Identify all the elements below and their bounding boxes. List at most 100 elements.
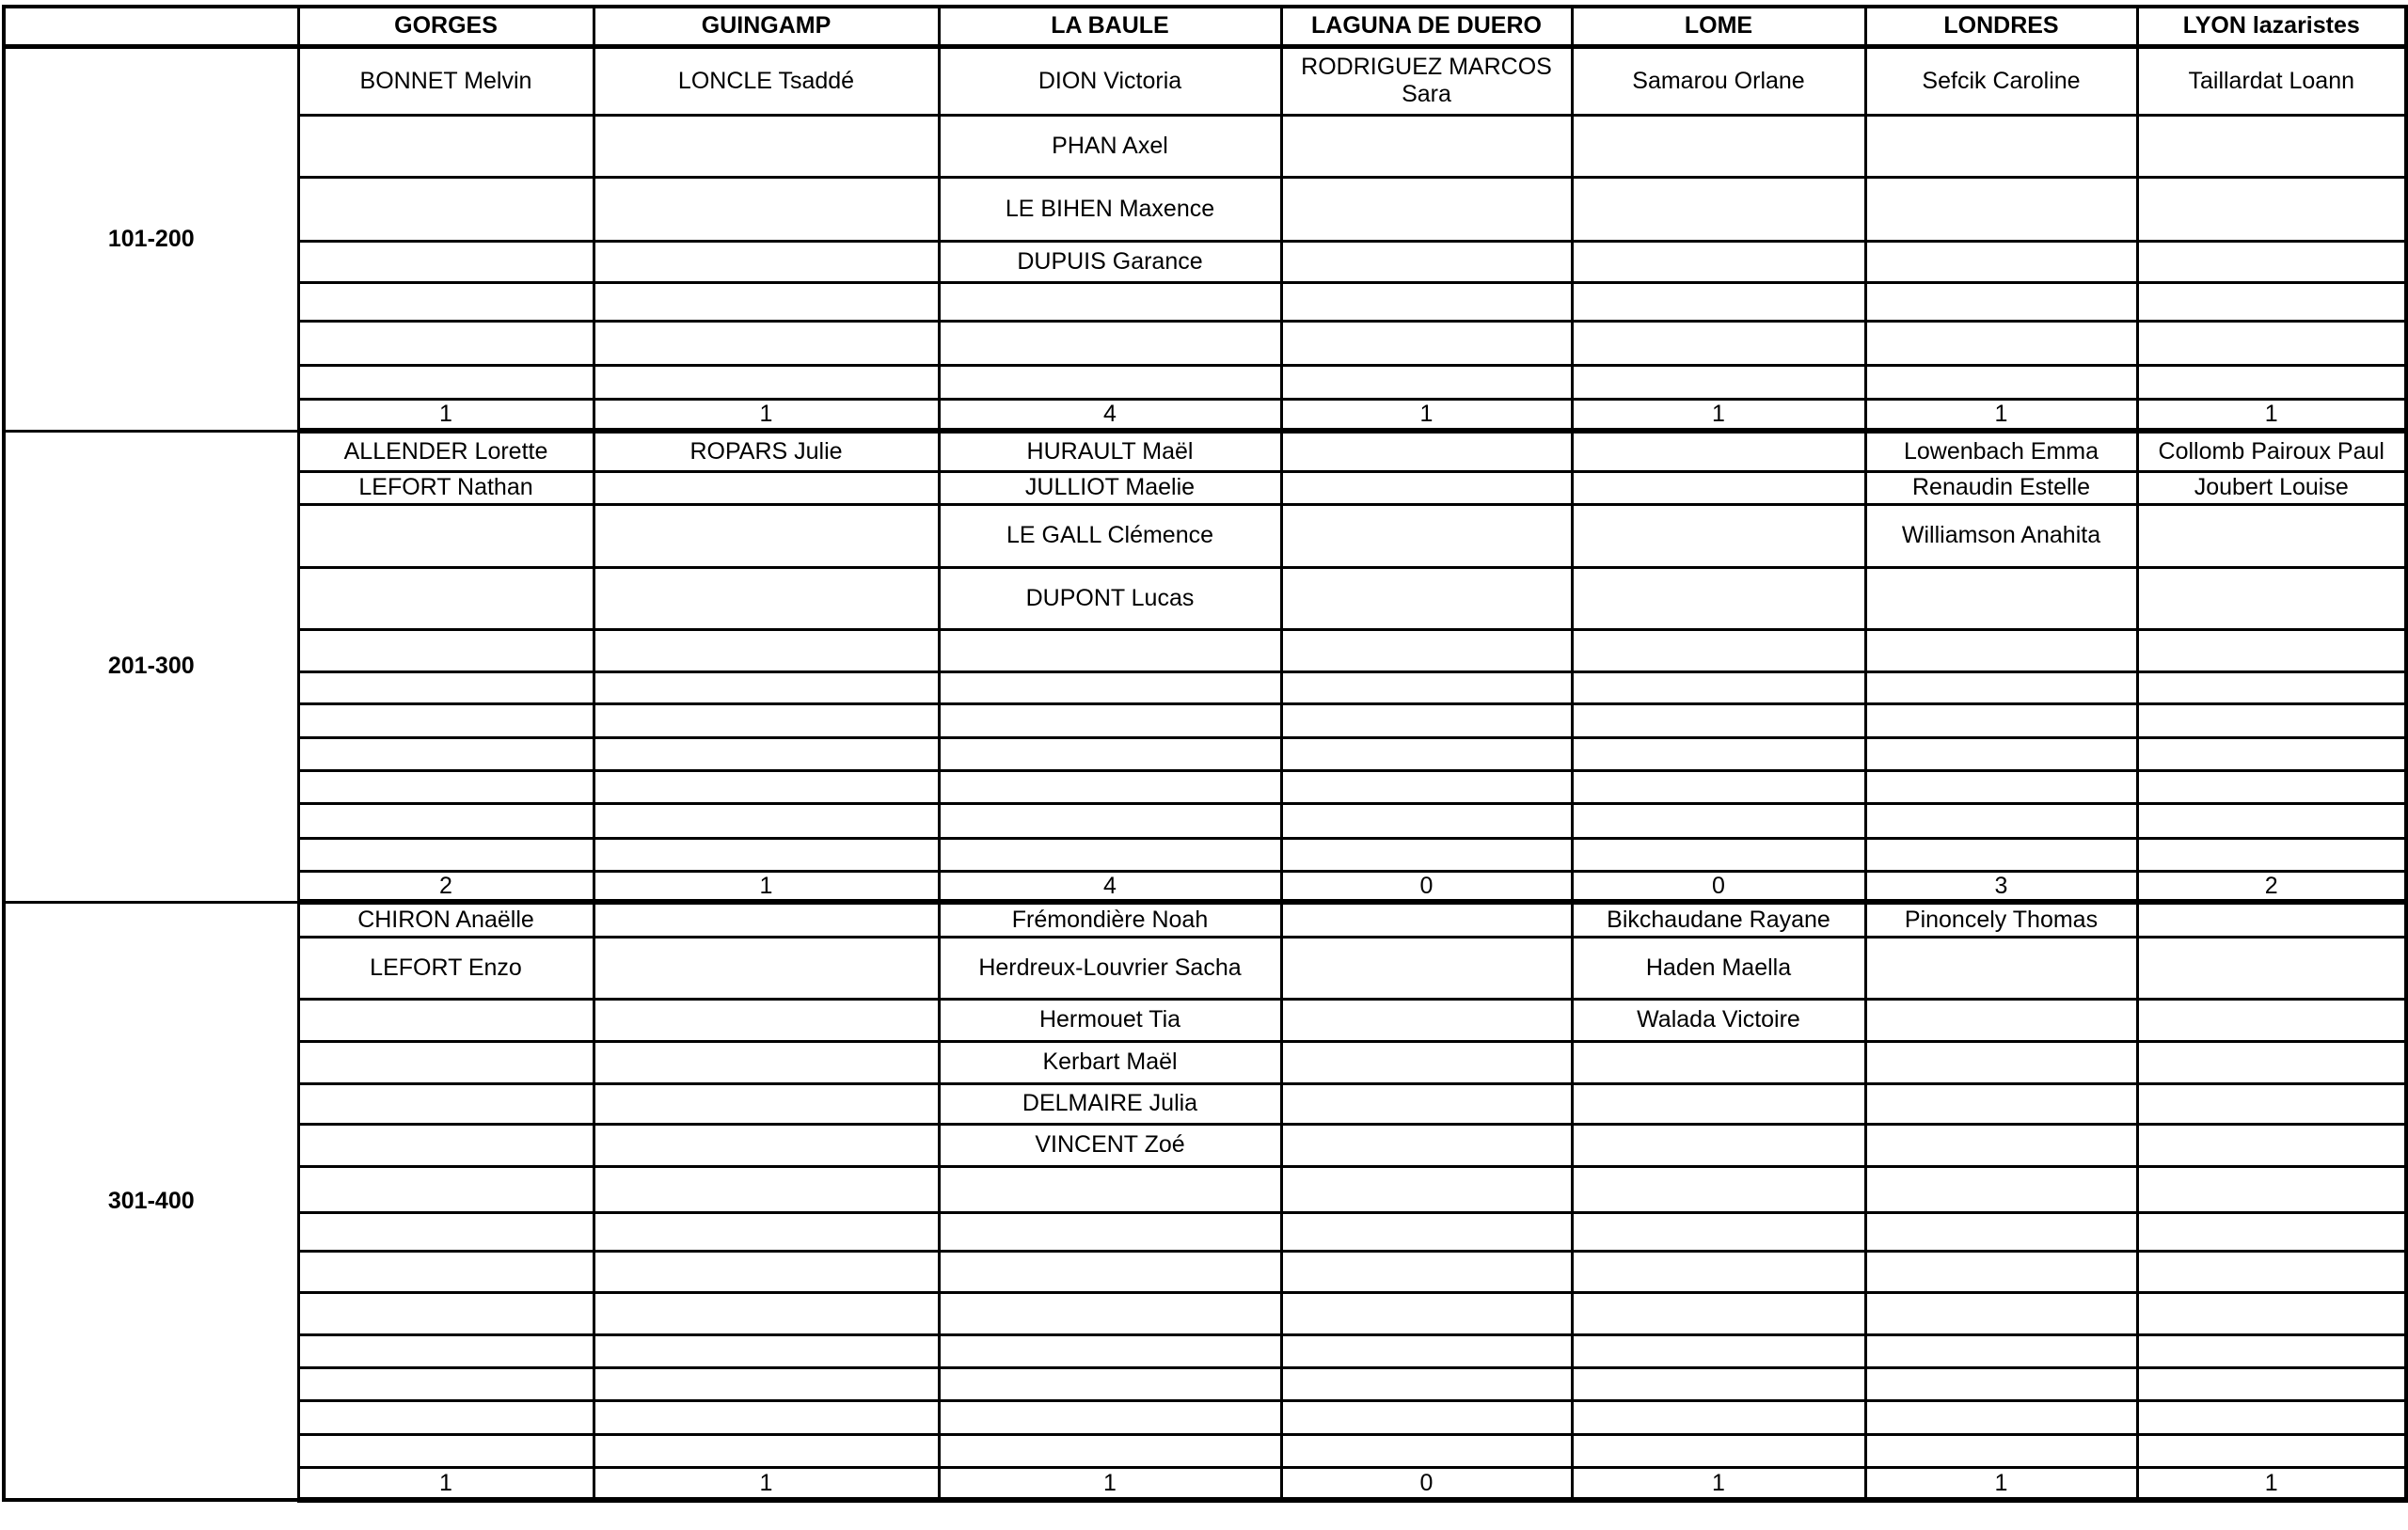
student-cell: RODRIGUEZ MARCOS Sara [1279,44,1574,117]
student-cell: Williamson Anahita [1863,502,2139,569]
empty-cell [296,801,595,840]
empty-cell [1570,113,1867,179]
student-cell: Taillardat Loann [2135,44,2408,117]
empty-cell [1570,469,1867,506]
empty-cell [1279,1164,1574,1214]
count-cell: 3 [1863,869,2139,906]
empty-cell [2135,997,2408,1043]
table-row: 301-400 CHIRON Anaëlle Frémondière Noah Bik… [2,900,2408,1502]
empty-cell [1570,768,1867,805]
empty-cell [937,627,1283,673]
empty-cell [937,670,1283,705]
empty-cell [2135,768,2408,805]
empty-cell [1279,801,1574,840]
table-row: DUPUIS Garance [4,239,2408,284]
empty-cell [2135,1290,2408,1336]
empty-cell [1570,1432,1867,1469]
count-cell: 2 [296,869,595,906]
empty-cell [937,735,1283,772]
table-row: LE GALL Clémence Williamson Anahita [4,502,2408,569]
count-cell: 1 [937,1465,1283,1504]
empty-cell [2135,319,2408,367]
empty-cell [1863,565,2139,631]
empty-cell [2135,735,2408,772]
empty-cell [2135,565,2408,631]
count-cell: 1 [2135,397,2408,434]
empty-cell [2135,1249,2408,1294]
column-header-lyon-lazaristes: LYON lazaristes [2135,5,2408,49]
count-cell: 1 [1863,1465,2139,1504]
empty-cell [1570,702,1867,739]
empty-cell [296,702,595,739]
table-row [4,363,2408,401]
empty-cell [1863,113,2139,179]
empty-cell [2135,627,2408,673]
student-cell: VINCENT Zoé [937,1122,1283,1168]
range-label: 101-200 [2,44,300,433]
empty-cell [1570,280,1867,323]
empty-cell [1863,670,2139,705]
count-cell: 0 [1570,869,1867,906]
empty-cell [937,363,1283,401]
count-cell: 1 [2135,1465,2408,1504]
empty-cell [1863,627,2139,673]
empty-cell [1570,735,1867,772]
empty-cell [937,1398,1283,1436]
empty-cell [937,1333,1283,1369]
empty-cell [296,175,595,243]
student-cell: Sefcik Caroline [1863,44,2139,117]
empty-cell [592,319,941,367]
empty-cell [592,565,941,631]
empty-cell [2135,1432,2408,1469]
empty-cell [1570,627,1867,673]
empty-cell [592,801,941,840]
empty-cell [2135,1210,2408,1253]
student-cell: JULLIOT Maelie [937,469,1283,506]
table-row [4,1365,2408,1402]
empty-cell [1279,1122,1574,1168]
empty-cell [296,1398,595,1436]
empty-cell [2135,175,2408,243]
table-row [4,1249,2408,1294]
empty-cell [296,113,595,179]
empty-cell [2135,1365,2408,1402]
empty-cell [1279,175,1574,243]
empty-cell [1279,900,1574,939]
empty-cell [937,801,1283,840]
empty-cell [1570,1333,1867,1369]
empty-cell [296,1333,595,1369]
empty-cell [2135,900,2408,939]
table-row: LEFORT Nathan JULLIOT Maelie Renaudin Este… [4,469,2408,506]
empty-cell [1570,1122,1867,1168]
empty-cell [1279,565,1574,631]
table-row [4,1164,2408,1214]
empty-cell [1863,836,2139,873]
empty-cell [1279,1333,1574,1369]
table-row: 101-200 BONNET Melvin LONCLE Tsaddé DION Vi… [2,44,2408,433]
student-cell: Lowenbach Emma [1863,429,2139,473]
empty-cell [2135,113,2408,179]
empty-cell [937,702,1283,739]
empty-cell [592,1039,941,1085]
empty-cell [1570,1249,1867,1294]
count-cell: 1 [592,869,941,906]
empty-cell [1863,1081,2139,1126]
empty-cell [937,319,1283,367]
count-cell: 4 [937,869,1283,906]
empty-cell [1279,1290,1574,1336]
empty-cell [296,1164,595,1214]
student-cell: HURAULT Maël [937,429,1283,473]
table-row [4,1333,2408,1369]
empty-cell [937,1365,1283,1402]
empty-cell [1279,363,1574,401]
empty-cell [937,1290,1283,1336]
student-cell: Pinoncely Thomas [1863,900,2139,939]
student-cell: Haden Maella [1570,935,1867,1001]
table-row [4,702,2408,739]
table-row: Kerbart Maël [4,1039,2408,1085]
table-row [4,1290,2408,1336]
table-row: 201-300 ALLENDER Lorette ROPARS Julie HURAU… [2,429,2408,904]
count-cell: 1 [296,1465,595,1504]
empty-cell [1279,113,1574,179]
